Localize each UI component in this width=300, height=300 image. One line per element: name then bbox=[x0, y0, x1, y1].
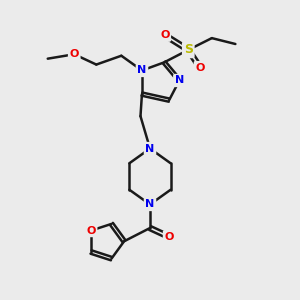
Text: O: O bbox=[70, 49, 79, 59]
Text: N: N bbox=[146, 200, 154, 209]
Text: O: O bbox=[195, 63, 205, 73]
Text: N: N bbox=[146, 143, 154, 154]
Text: O: O bbox=[86, 226, 96, 236]
Text: N: N bbox=[175, 76, 184, 85]
Text: N: N bbox=[137, 65, 147, 76]
Text: S: S bbox=[184, 44, 193, 56]
Text: O: O bbox=[164, 232, 174, 242]
Text: O: O bbox=[160, 30, 169, 40]
